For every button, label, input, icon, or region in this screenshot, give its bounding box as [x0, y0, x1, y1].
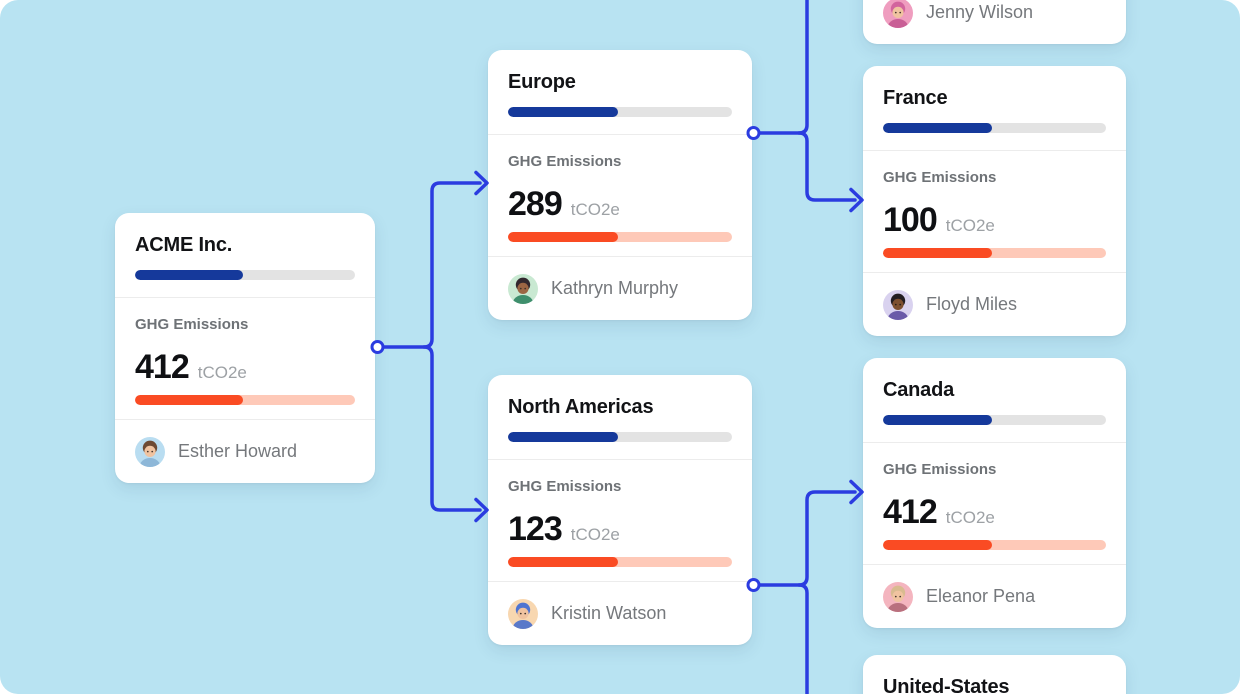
ghg-value-row: 100 tCO2e: [883, 201, 1106, 239]
ghg-value-row: 412 tCO2e: [135, 348, 355, 386]
person-avatar-icon: [135, 436, 165, 467]
org-card-united-states[interactable]: United-States: [863, 655, 1126, 694]
ghg-value: 412: [135, 348, 190, 386]
ghg-unit: tCO2e: [945, 508, 995, 527]
card-title: Canada: [883, 379, 955, 401]
ghg-value: 289: [508, 185, 563, 223]
ghg-label: GHG Emissions: [508, 153, 622, 170]
card-header: Canada: [863, 358, 1126, 442]
avatar-kathryn-murphy: [508, 273, 538, 304]
emissions-progress-bar: [883, 248, 1106, 258]
budget-progress-fill: [883, 123, 993, 133]
person-avatar-icon: [883, 0, 913, 28]
person-avatar-icon: [508, 598, 538, 629]
ghg-label: GHG Emissions: [883, 461, 997, 478]
card-header: Europe: [488, 50, 752, 134]
emissions-progress-fill: [508, 232, 618, 242]
ghg-section: GHG Emissions 123 tCO2e: [488, 459, 752, 582]
ghg-unit: tCO2e: [945, 216, 995, 235]
emissions-progress-fill: [883, 248, 993, 258]
card-title: Europe: [508, 71, 576, 93]
card-title: ACME Inc.: [135, 234, 233, 256]
owner-name: Kathryn Murphy: [551, 278, 679, 298]
card-header: ACME Inc.: [115, 213, 375, 297]
owner-row: Esther Howard: [115, 420, 375, 483]
arrowhead-europe-icon: [474, 170, 489, 196]
emissions-progress-bar: [883, 540, 1106, 550]
card-header: North Americas: [488, 375, 752, 459]
card-header: United-States: [863, 655, 1126, 694]
org-card-europe[interactable]: Europe GHG Emissions 289 tCO2e: [488, 50, 752, 320]
owner-row: Floyd Miles: [863, 273, 1126, 336]
owner-row: Jenny Wilson: [863, 0, 1126, 44]
ghg-label: GHG Emissions: [135, 316, 249, 333]
owner-row: Kristin Watson: [488, 582, 752, 645]
avatar-floyd-miles: [883, 289, 913, 320]
ghg-label: GHG Emissions: [883, 169, 997, 186]
connector-acme-north-americas: [422, 345, 482, 512]
connector-europe-france: [797, 131, 857, 202]
person-avatar-icon: [883, 289, 913, 320]
budget-progress-bar: [508, 432, 732, 442]
emissions-progress-bar: [135, 395, 355, 405]
budget-progress-bar: [883, 123, 1106, 133]
avatar-esther-howard: [135, 436, 165, 467]
budget-progress-fill: [508, 107, 618, 117]
owner-name: Kristin Watson: [551, 603, 667, 623]
emissions-progress-fill: [135, 395, 243, 405]
budget-progress-fill: [135, 270, 243, 280]
arrowhead-canada-icon: [849, 479, 864, 505]
emissions-progress-bar: [508, 232, 732, 242]
org-card-acme[interactable]: ACME Inc. GHG Emissions 412 tCO2e: [115, 213, 375, 483]
owner-name: Eleanor Pena: [926, 586, 1036, 606]
ghg-label: GHG Emissions: [508, 478, 622, 495]
avatar-eleanor-pena: [883, 581, 913, 612]
owner-name: Floyd Miles: [926, 294, 1018, 314]
ghg-unit: tCO2e: [570, 525, 620, 544]
owner-name: Jenny Wilson: [926, 2, 1034, 22]
ghg-value: 412: [883, 493, 938, 531]
org-card-canada[interactable]: Canada GHG Emissions 412 tCO2e: [863, 358, 1126, 628]
ghg-section: GHG Emissions 412 tCO2e: [863, 442, 1126, 565]
owner-row: Kathryn Murphy: [488, 257, 752, 320]
card-title: North Americas: [508, 396, 654, 418]
ghg-value-row: 412 tCO2e: [883, 493, 1106, 531]
emissions-progress-fill: [883, 540, 993, 550]
person-avatar-icon: [508, 273, 538, 304]
ghg-value: 100: [883, 201, 938, 239]
connector-acme-europe: [381, 181, 482, 349]
card-title: France: [883, 87, 948, 109]
ghg-section: GHG Emissions 412 tCO2e: [115, 297, 375, 420]
ghg-section: GHG Emissions 100 tCO2e: [863, 150, 1126, 273]
org-card-jenny-wilson[interactable]: Jenny Wilson: [863, 0, 1126, 44]
ghg-unit: tCO2e: [570, 200, 620, 219]
card-title: United-States: [883, 676, 1010, 694]
arrowhead-north-americas-icon: [474, 497, 489, 523]
emissions-progress-fill: [508, 557, 618, 567]
arrowhead-france-icon: [849, 187, 864, 213]
org-card-north-americas[interactable]: North Americas GHG Emissions 123 tCO2e: [488, 375, 752, 645]
budget-progress-bar: [508, 107, 732, 117]
ghg-unit: tCO2e: [197, 363, 247, 382]
ghg-value: 123: [508, 510, 563, 548]
budget-progress-bar: [883, 415, 1106, 425]
connector-na-canada: [757, 490, 857, 587]
ghg-section: GHG Emissions 289 tCO2e: [488, 134, 752, 257]
connector-na-down: [797, 583, 809, 694]
budget-progress-bar: [135, 270, 355, 280]
budget-progress-fill: [883, 415, 993, 425]
ghg-value-row: 289 tCO2e: [508, 185, 732, 223]
budget-progress-fill: [508, 432, 618, 442]
avatar-kristin-watson: [508, 598, 538, 629]
org-card-france[interactable]: France GHG Emissions 100 tCO2e: [863, 66, 1126, 336]
person-avatar-icon: [883, 581, 913, 612]
connector-europe-up: [757, 0, 809, 135]
emissions-progress-bar: [508, 557, 732, 567]
avatar-jenny-wilson: [883, 0, 913, 28]
ghg-value-row: 123 tCO2e: [508, 510, 732, 548]
card-header: France: [863, 66, 1126, 150]
owner-name: Esther Howard: [178, 441, 298, 461]
owner-row: Eleanor Pena: [863, 565, 1126, 628]
